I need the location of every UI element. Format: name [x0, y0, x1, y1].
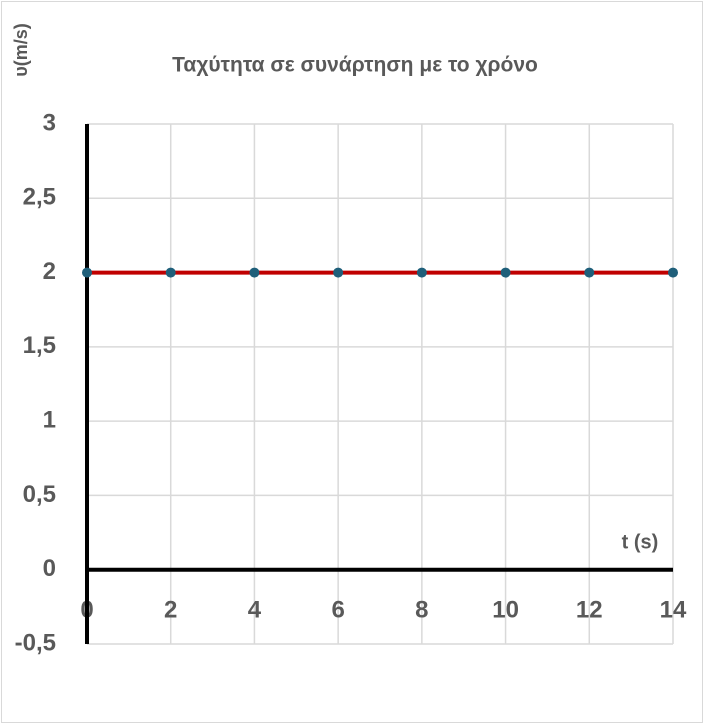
data-point: [165, 267, 176, 278]
y-tick-label: 1,5: [23, 332, 56, 359]
chart-title: Ταχύτητα σε συνάρτηση με το χρόνο: [172, 54, 538, 77]
y-tick-label: 2: [43, 258, 56, 285]
x-axis-label: t (s): [622, 531, 659, 553]
data-point: [416, 267, 427, 278]
x-tick-label: 4: [248, 596, 262, 623]
y-tick-label: 3: [43, 109, 56, 136]
y-tick-label: 2,5: [23, 184, 56, 211]
data-point: [668, 267, 678, 278]
x-tick-label: 10: [492, 596, 519, 623]
data-point: [333, 267, 344, 278]
y-axis-label: υ(m/s): [11, 23, 31, 76]
y-tick-label: 0: [43, 555, 56, 582]
data-point: [82, 267, 92, 278]
x-tick-label: 6: [331, 596, 344, 623]
y-tick-label: 0,5: [23, 481, 56, 508]
x-tick-label: 12: [576, 596, 603, 623]
x-tick-label: 14: [660, 596, 687, 623]
y-tick-label: -0,5: [15, 629, 56, 656]
data-point: [249, 267, 260, 278]
data-point: [584, 267, 595, 278]
y-tick-label: 1: [43, 406, 56, 433]
data-point: [500, 267, 511, 278]
x-tick-label: 8: [415, 596, 428, 623]
x-tick-label: 2: [164, 596, 177, 623]
